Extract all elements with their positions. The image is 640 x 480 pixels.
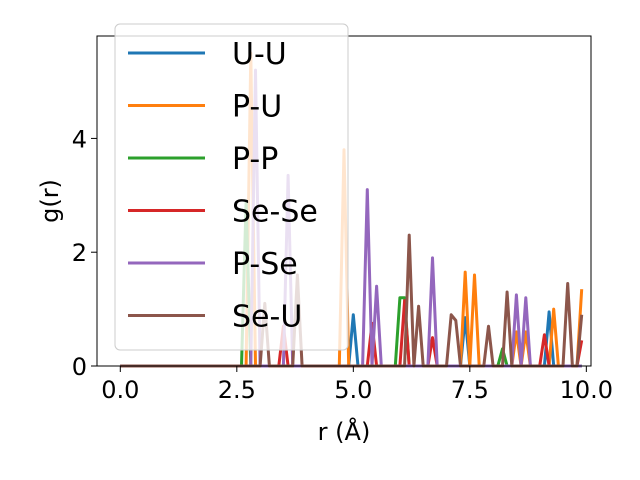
legend: U-U P-U P-P Se-Se P-Se Se-U bbox=[114, 23, 349, 351]
x-axis-label: r (Å) bbox=[318, 417, 371, 446]
x-axis-ticks: 0.0 2.5 5.0 7.5 10.0 bbox=[101, 366, 613, 404]
legend-label: Se-U bbox=[232, 300, 302, 335]
x-tick-label: 0.0 bbox=[101, 376, 139, 404]
legend-label: Se-Se bbox=[232, 195, 318, 230]
x-tick-label: 5.0 bbox=[334, 376, 372, 404]
y-tick-label: 0 bbox=[72, 353, 87, 381]
x-tick-label: 10.0 bbox=[560, 376, 613, 404]
y-axis-label: g(r) bbox=[36, 179, 64, 223]
legend-label: P-U bbox=[232, 90, 282, 125]
legend-label: P-Se bbox=[232, 247, 298, 282]
x-tick-label: 7.5 bbox=[451, 376, 489, 404]
legend-label: P-P bbox=[232, 142, 278, 177]
y-axis-ticks: 0 2 4 bbox=[72, 125, 97, 381]
y-tick-label: 2 bbox=[72, 239, 87, 267]
legend-label: U-U bbox=[232, 37, 287, 72]
y-tick-label: 4 bbox=[72, 125, 87, 153]
x-tick-label: 2.5 bbox=[218, 376, 256, 404]
